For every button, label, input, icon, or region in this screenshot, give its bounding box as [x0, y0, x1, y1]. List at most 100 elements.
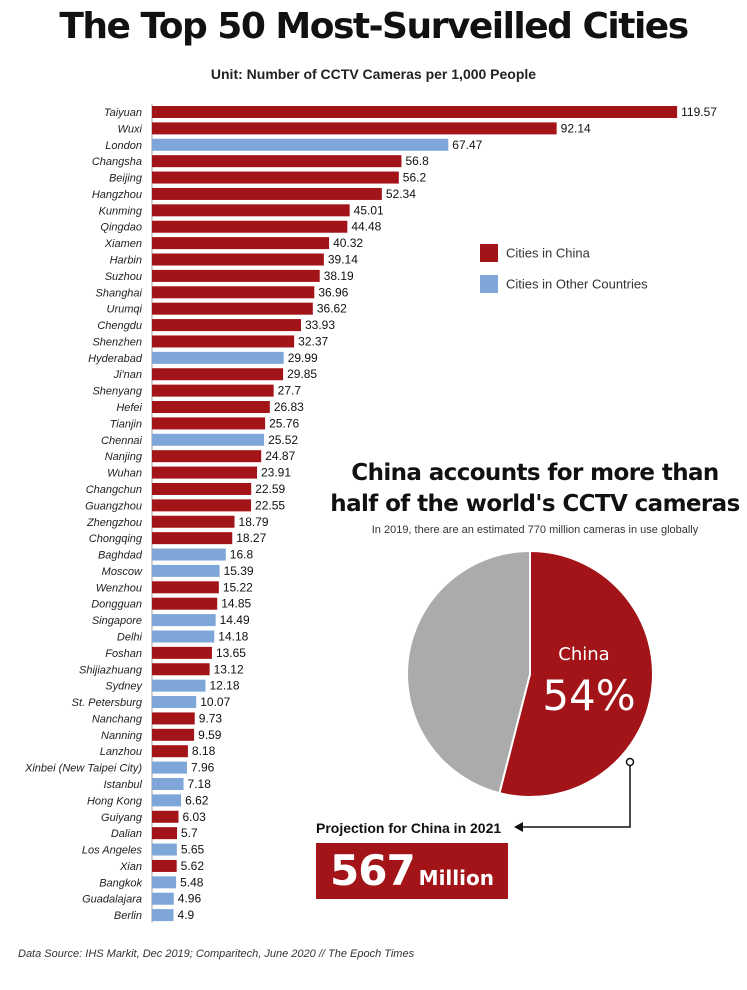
- bar: [152, 810, 179, 823]
- value-label: 5.65: [181, 843, 205, 857]
- value-label: 27.7: [278, 384, 302, 398]
- value-label: 23.91: [261, 466, 291, 480]
- bar: [152, 204, 350, 217]
- legend-label-other: Cities in Other Countries: [506, 276, 648, 292]
- value-label: 5.48: [180, 875, 204, 889]
- bar: [152, 335, 295, 348]
- category-label: Urumqi: [107, 304, 143, 316]
- bar: [152, 777, 184, 790]
- bar: [152, 761, 187, 774]
- legend-swatch-other: [480, 275, 498, 293]
- category-label: Hangzhou: [92, 189, 142, 201]
- bar: [152, 450, 262, 463]
- bar: [152, 548, 226, 561]
- bar: [152, 827, 178, 840]
- category-label: Changchun: [86, 484, 142, 496]
- pie-slice-label: China: [558, 644, 609, 665]
- category-label: Changsha: [92, 156, 142, 168]
- value-label: 7.96: [191, 761, 215, 775]
- pie-slice: [406, 549, 531, 795]
- category-label: Wenzhou: [96, 582, 142, 594]
- category-label: Xiamen: [104, 238, 142, 250]
- bar: [152, 679, 206, 692]
- category-label: Hyderabad: [88, 353, 143, 365]
- connector-arrowhead: [514, 822, 523, 832]
- value-label: 18.27: [236, 531, 266, 545]
- category-label: Kunming: [99, 205, 143, 217]
- footer-source: Data Source: IHS Markit, Dec 2019; Compa…: [18, 948, 415, 960]
- value-label: 8.18: [192, 744, 216, 758]
- value-label: 33.93: [305, 318, 335, 332]
- value-label: 6.62: [185, 793, 209, 807]
- bar: [152, 122, 557, 135]
- category-label: Delhi: [117, 631, 143, 643]
- bar: [152, 794, 182, 807]
- bar: [152, 269, 320, 282]
- category-label: Lanzhou: [100, 746, 142, 758]
- value-label: 10.07: [200, 695, 230, 709]
- bar: [152, 909, 174, 922]
- category-label: Istanbul: [103, 779, 142, 791]
- value-label: 4.96: [178, 892, 202, 906]
- value-label: 5.62: [181, 859, 205, 873]
- bar: [152, 302, 313, 315]
- bar: [152, 843, 177, 856]
- bar: [152, 646, 212, 659]
- bar: [152, 138, 449, 151]
- pie-slice: [498, 549, 654, 798]
- category-label: Foshan: [105, 648, 142, 660]
- chart-subtitle: Unit: Number of CCTV Cameras per 1,000 P…: [210, 66, 537, 82]
- pie-heading: China accounts for more than half of the…: [330, 460, 740, 517]
- value-label: 29.99: [288, 351, 318, 365]
- bar: [152, 319, 302, 332]
- value-label: 38.19: [324, 269, 354, 283]
- value-label: 15.22: [223, 580, 253, 594]
- category-label: Guadalajara: [82, 894, 142, 906]
- category-label: Guiyang: [101, 812, 143, 824]
- value-label: 119.57: [681, 105, 717, 119]
- bar: [152, 253, 324, 266]
- category-label: Harbin: [110, 255, 142, 267]
- value-label: 92.14: [561, 121, 591, 135]
- category-label: Hefei: [116, 402, 142, 414]
- category-label: Nanning: [101, 730, 143, 742]
- bar: [152, 482, 252, 495]
- bar: [152, 106, 678, 118]
- value-label: 7.18: [188, 777, 212, 791]
- category-label: Wuxi: [118, 123, 143, 135]
- bar: [152, 614, 216, 627]
- value-label: 67.47: [452, 138, 482, 152]
- bar: [152, 515, 235, 528]
- category-label: Wuhan: [107, 468, 142, 480]
- category-label: Shenyang: [92, 386, 142, 398]
- category-label: Xinbei (New Taipei City): [24, 763, 142, 775]
- category-label: Moscow: [102, 566, 143, 578]
- bar: [152, 171, 399, 184]
- bar: [152, 351, 284, 364]
- value-label: 9.59: [198, 728, 222, 742]
- bar: [152, 564, 220, 577]
- bar: [152, 286, 315, 299]
- bar: [152, 712, 195, 725]
- bar: [152, 876, 177, 889]
- bar: [152, 433, 265, 446]
- bar: [152, 384, 274, 397]
- value-label: 4.9: [178, 908, 195, 922]
- bar: [152, 892, 174, 905]
- category-label: Ji'nan: [113, 369, 142, 381]
- value-label: 24.87: [265, 449, 295, 463]
- value-label: 40.32: [333, 236, 363, 250]
- category-label: London: [105, 140, 142, 152]
- bar: [152, 368, 284, 381]
- legend-item-china: Cities in China: [480, 244, 590, 262]
- category-label: Hong Kong: [87, 795, 143, 807]
- pie-note: In 2019, there are an estimated 770 mill…: [371, 524, 699, 536]
- bar: [152, 581, 219, 594]
- value-label: 15.39: [224, 564, 254, 578]
- value-label: 56.8: [405, 154, 429, 168]
- value-label: 26.83: [274, 400, 304, 414]
- category-label: Bangkok: [99, 877, 142, 889]
- value-label: 45.01: [354, 203, 384, 217]
- value-label: 14.18: [218, 629, 248, 643]
